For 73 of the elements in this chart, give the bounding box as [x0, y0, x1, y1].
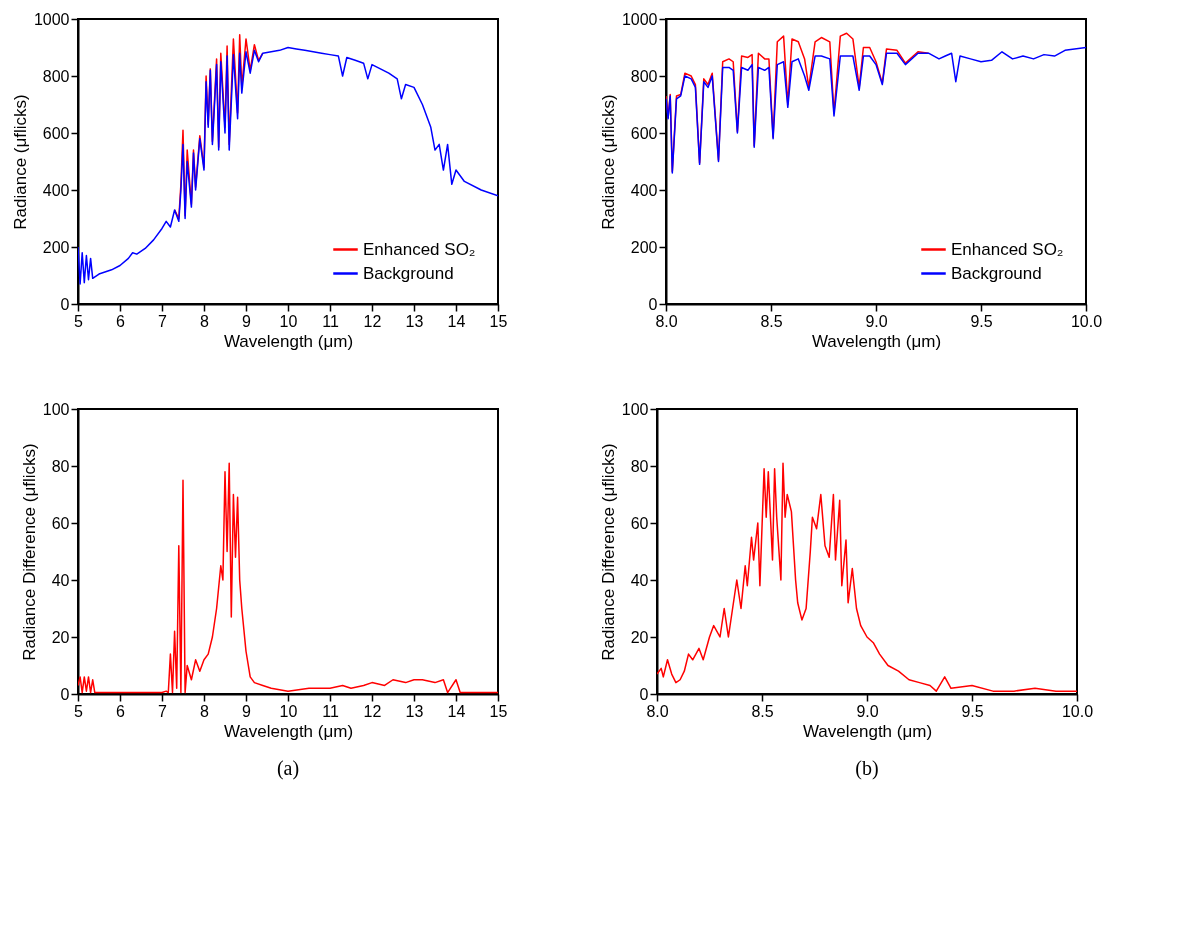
x-axis-title: Wavelength (μm) [802, 721, 933, 741]
x-tick-label: 14 [447, 702, 466, 720]
x-tick-label: 14 [447, 312, 466, 330]
y-tick-label: 40 [630, 571, 649, 589]
legend-label: Background [363, 263, 454, 283]
y-tick-label: 80 [51, 457, 70, 475]
y-tick-label: 60 [51, 514, 70, 532]
line-series [657, 462, 1077, 692]
x-tick-label: 11 [322, 312, 339, 330]
x-tick-label: 9.5 [970, 312, 993, 330]
y-tick-label: 200 [42, 238, 70, 256]
text: (a) [276, 757, 300, 780]
y-tick-label: 400 [42, 181, 70, 199]
x-axis-title: Wavelength (μm) [223, 721, 354, 741]
y-axis-title: Radiance Difference (μflicks) [19, 443, 39, 661]
legend-label: Background [951, 263, 1042, 283]
x-tick-label: 9 [242, 702, 252, 720]
y-axis-title: Radiance (μflicks) [10, 94, 30, 230]
y-tick-label: 0 [60, 685, 70, 703]
x-tick-label: 7 [158, 312, 168, 330]
x-tick-label: 8.0 [646, 702, 669, 720]
y-tick-label: 400 [630, 181, 658, 199]
x-tick-label: 10 [279, 702, 298, 720]
y-tick-label: 80 [630, 457, 649, 475]
x-tick-label: 5 [74, 702, 84, 720]
x-tick-label: 6 [116, 312, 126, 330]
y-tick-label: 20 [51, 628, 70, 646]
y-tick-label: 20 [630, 628, 649, 646]
x-tick-label: 9.0 [865, 312, 888, 330]
y-tick-label: 60 [630, 514, 649, 532]
y-tick-label: 0 [639, 685, 649, 703]
y-axis-title: Radiance (μflicks) [598, 94, 618, 230]
y-tick-label: 600 [42, 124, 70, 142]
x-tick-label: 9.0 [856, 702, 879, 720]
x-tick-label: 8 [200, 312, 210, 330]
x-tick-label: 12 [363, 702, 382, 720]
legend-label: Enhanced SO₂ [363, 239, 476, 259]
x-tick-label: 10.0 [1061, 702, 1094, 720]
x-tick-label: 10 [279, 312, 298, 330]
x-tick-label: 8 [200, 702, 210, 720]
y-tick-label: 800 [630, 67, 658, 85]
x-tick-label: 6 [116, 702, 126, 720]
text: (b) [855, 757, 879, 780]
y-tick-label: 0 [60, 295, 70, 313]
y-tick-label: 600 [630, 124, 658, 142]
line-series [78, 46, 498, 285]
x-tick-label: 10.0 [1070, 312, 1103, 330]
x-tick-label: 9 [242, 312, 252, 330]
x-tick-label: 7 [158, 702, 168, 720]
x-tick-label: 8.5 [760, 312, 783, 330]
x-tick-label: 12 [363, 312, 382, 330]
x-tick-label: 5 [74, 312, 84, 330]
x-tick-label: 11 [322, 702, 339, 720]
y-tick-label: 1000 [621, 10, 658, 28]
x-tick-label: 15 [489, 312, 508, 330]
x-tick-label: 8.0 [655, 312, 678, 330]
y-tick-label: 0 [648, 295, 658, 313]
x-axis-title: Wavelength (μm) [223, 331, 354, 351]
y-tick-label: 200 [630, 238, 658, 256]
x-axis-title: Wavelength (μm) [811, 331, 942, 351]
y-tick-label: 800 [42, 67, 70, 85]
legend-label: Enhanced SO₂ [951, 239, 1064, 259]
x-tick-label: 13 [405, 312, 424, 330]
y-axis-title: Radiance Difference (μflicks) [598, 443, 618, 661]
x-tick-label: 13 [405, 702, 424, 720]
line-series [666, 46, 1086, 174]
y-tick-label: 100 [42, 400, 70, 418]
x-tick-label: 15 [489, 702, 508, 720]
x-tick-label: 8.5 [751, 702, 774, 720]
y-tick-label: 1000 [33, 10, 70, 28]
y-tick-label: 100 [621, 400, 649, 418]
y-tick-label: 40 [51, 571, 70, 589]
x-tick-label: 9.5 [961, 702, 984, 720]
